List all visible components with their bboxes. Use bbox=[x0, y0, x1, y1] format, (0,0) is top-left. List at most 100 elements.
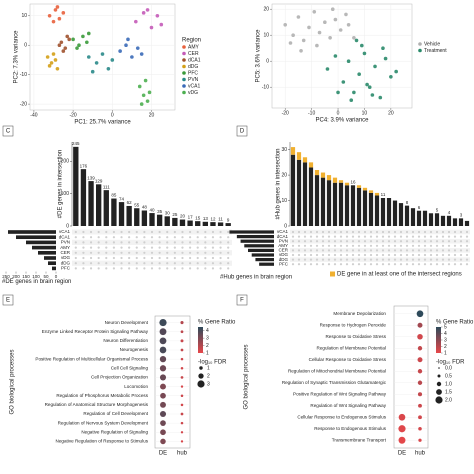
matrix-dot bbox=[345, 244, 349, 247]
bar bbox=[179, 219, 186, 226]
matrix-dot bbox=[345, 235, 349, 238]
y-tick-label: -10 bbox=[262, 85, 269, 91]
colorbar-tick-label: 1 bbox=[206, 350, 209, 356]
matrix-dot bbox=[435, 249, 439, 252]
x-tick-label: 10 bbox=[362, 110, 368, 116]
matrix-dot bbox=[441, 230, 445, 234]
matrix-dot bbox=[351, 235, 355, 238]
matrix-dot bbox=[351, 258, 355, 261]
point bbox=[143, 78, 148, 83]
term-label: Regulation of Anatomical Structure Morph… bbox=[45, 402, 149, 407]
bar bbox=[156, 214, 163, 226]
matrix-dot bbox=[321, 258, 325, 261]
legend-label: vCA1 bbox=[188, 83, 200, 89]
legend-label: AMY bbox=[188, 44, 200, 50]
legend-label: PFC bbox=[188, 70, 198, 76]
matrix-dot bbox=[435, 244, 439, 247]
y-tick-label: 0 bbox=[266, 59, 269, 65]
matrix-dot bbox=[333, 244, 337, 247]
matrix-dot bbox=[333, 240, 337, 243]
point bbox=[291, 33, 295, 37]
matrix-dot bbox=[120, 236, 123, 239]
matrix-dot bbox=[369, 263, 373, 266]
term-label: Negative Regulation of Signaling bbox=[81, 430, 148, 435]
term-label: Cell Projection Organization bbox=[91, 375, 148, 380]
matrix-dot bbox=[150, 246, 154, 249]
colorbar-tick-label: 3 bbox=[444, 337, 447, 343]
matrix-dot bbox=[135, 230, 138, 234]
x-tick-label: -40 bbox=[30, 112, 37, 118]
matrix-dot bbox=[297, 258, 301, 261]
matrix-dot bbox=[363, 263, 367, 266]
y-axis-label: #DE genes in intersection bbox=[58, 150, 64, 218]
matrix-dot bbox=[339, 249, 343, 252]
dot bbox=[180, 412, 184, 416]
legend-swatch bbox=[182, 71, 186, 75]
matrix-dot bbox=[423, 263, 427, 266]
point bbox=[47, 13, 52, 18]
matrix-dot bbox=[339, 235, 343, 238]
matrix-dot bbox=[204, 241, 207, 244]
matrix-dot bbox=[135, 267, 138, 270]
bar-value-label: 11 bbox=[381, 192, 386, 197]
matrix-dot bbox=[327, 235, 331, 238]
matrix-dot bbox=[429, 235, 433, 238]
matrix-dot bbox=[82, 251, 85, 254]
matrix-dot bbox=[196, 246, 199, 249]
matrix-dot bbox=[369, 258, 373, 261]
matrix-dot bbox=[417, 240, 421, 243]
dot bbox=[160, 429, 166, 436]
size-legend-dot bbox=[197, 380, 205, 388]
point bbox=[45, 55, 50, 59]
point bbox=[57, 43, 62, 48]
matrix-dot bbox=[417, 230, 421, 234]
set-name: CER bbox=[60, 250, 70, 255]
term-label: Locomotion bbox=[124, 384, 148, 389]
matrix-dot bbox=[423, 244, 427, 247]
set-size-bar bbox=[255, 257, 274, 262]
matrix-dot bbox=[82, 262, 85, 265]
legend-label: dDG bbox=[188, 64, 198, 70]
term-label: Regulation of Wnt Signaling Pathway bbox=[310, 403, 386, 408]
matrix-dot bbox=[381, 230, 385, 234]
matrix-dot bbox=[105, 267, 108, 270]
point bbox=[137, 84, 142, 89]
matrix-dot bbox=[211, 256, 215, 260]
matrix-dot bbox=[181, 256, 184, 260]
matrix-dot bbox=[447, 263, 451, 266]
x-tick-label: -20 bbox=[69, 112, 76, 118]
matrix-dot bbox=[399, 258, 403, 261]
matrix-dot bbox=[363, 244, 367, 247]
matrix-dot bbox=[369, 240, 373, 243]
matrix-dot bbox=[173, 241, 176, 244]
term-label: Enzyme Linked Receptor Protein Signaling… bbox=[42, 329, 149, 334]
matrix-dot bbox=[82, 246, 85, 249]
matrix-dot bbox=[181, 246, 184, 249]
matrix-dot bbox=[429, 230, 433, 234]
matrix-dot bbox=[309, 249, 313, 252]
matrix-dot bbox=[89, 262, 93, 265]
matrix-dot bbox=[381, 244, 385, 247]
set-name: dCA1 bbox=[277, 234, 289, 239]
matrix-dot bbox=[303, 235, 307, 238]
term-label: Response to Endogenous Stimulus bbox=[314, 426, 386, 431]
matrix-row-band bbox=[290, 229, 470, 235]
matrix-dot bbox=[143, 251, 146, 254]
bar bbox=[126, 205, 132, 226]
legend-label: PVN bbox=[188, 77, 199, 83]
matrix-dot bbox=[173, 267, 176, 270]
matrix-dot bbox=[447, 249, 451, 252]
matrix-dot bbox=[423, 240, 427, 243]
point bbox=[49, 61, 54, 65]
matrix-dot bbox=[291, 230, 295, 234]
matrix-dot bbox=[303, 249, 307, 252]
bar-segment bbox=[416, 210, 422, 226]
bar bbox=[195, 221, 201, 226]
matrix-dot bbox=[435, 258, 439, 261]
legend-title: -log₁₀ FDR bbox=[436, 360, 465, 366]
matrix-dot bbox=[166, 241, 169, 244]
y-tick-label: -20 bbox=[20, 101, 27, 107]
matrix-dot bbox=[303, 230, 307, 234]
matrix-dot bbox=[297, 253, 301, 257]
dot bbox=[398, 436, 406, 444]
